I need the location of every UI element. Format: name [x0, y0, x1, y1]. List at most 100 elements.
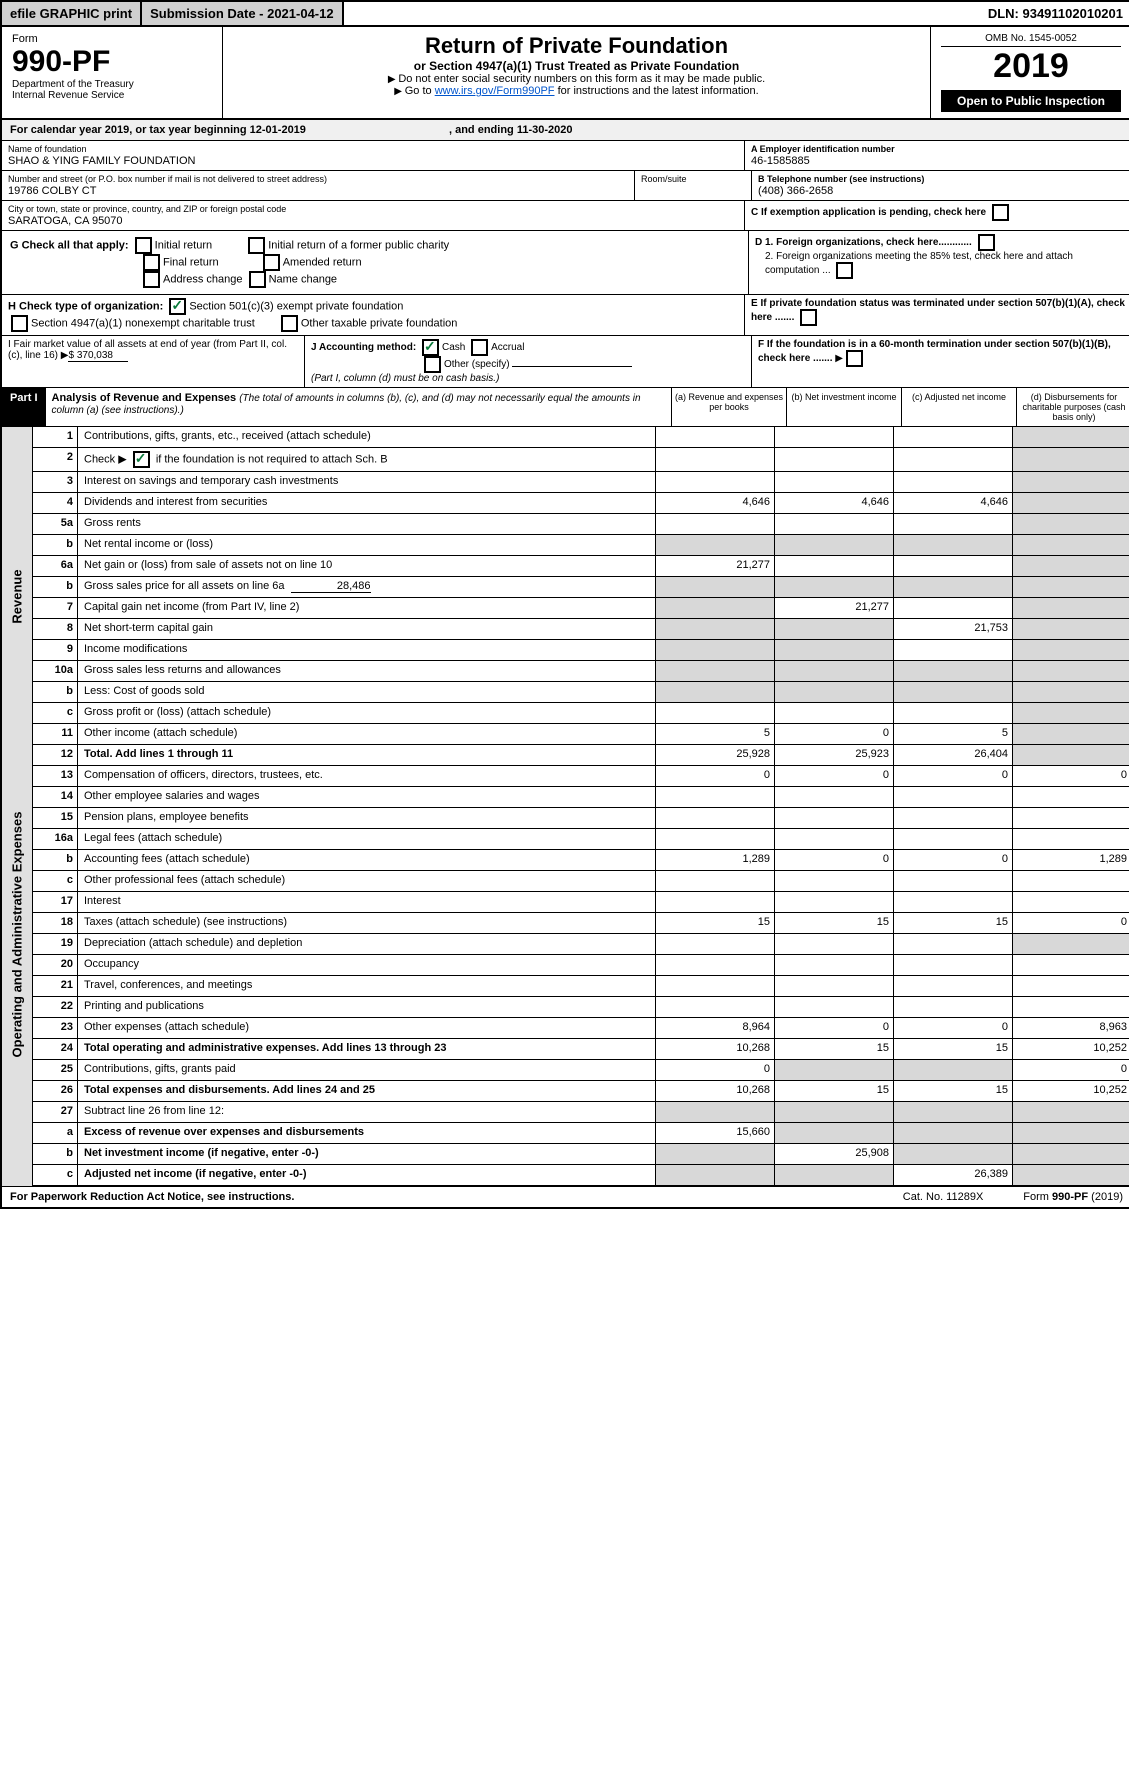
- other-method-checkbox[interactable]: [424, 356, 441, 373]
- amended-return-checkbox[interactable]: [263, 254, 280, 271]
- col-a: [655, 472, 774, 492]
- line-2: 2Check ▶ if the foundation is not requir…: [33, 448, 1129, 472]
- tel-label: B Telephone number (see instructions): [758, 174, 1125, 184]
- f-checkbox[interactable]: [846, 350, 863, 367]
- col-a: 21,277: [655, 556, 774, 576]
- col-d: [1012, 472, 1129, 492]
- form990pf-link[interactable]: www.irs.gov/Form990PF: [435, 85, 555, 97]
- col-d: [1012, 1102, 1129, 1122]
- schb-checkbox[interactable]: [133, 451, 150, 468]
- c-label: C If exemption application is pending, c…: [751, 207, 986, 218]
- d2-checkbox[interactable]: [836, 262, 853, 279]
- line-desc: Adjusted net income (if negative, enter …: [78, 1165, 655, 1185]
- part1-header-row: Part I Analysis of Revenue and Expenses …: [2, 388, 1129, 427]
- line-a: aExcess of revenue over expenses and dis…: [33, 1123, 1129, 1144]
- line-c: cOther professional fees (attach schedul…: [33, 871, 1129, 892]
- col-c: [893, 871, 1012, 891]
- other-taxable-checkbox[interactable]: [281, 315, 298, 332]
- initial-former-label: Initial return of a former public charit…: [268, 239, 449, 251]
- line-desc: Occupancy: [78, 955, 655, 975]
- col-b: [774, 472, 893, 492]
- initial-return-checkbox[interactable]: [135, 237, 152, 254]
- line-num: 24: [33, 1039, 78, 1059]
- address-change-checkbox[interactable]: [143, 271, 160, 288]
- col-c: [893, 934, 1012, 954]
- line-desc: Other expenses (attach schedule): [78, 1018, 655, 1038]
- name-change-checkbox[interactable]: [249, 271, 266, 288]
- line-26: 26Total expenses and disbursements. Add …: [33, 1081, 1129, 1102]
- col-c: [893, 703, 1012, 723]
- efile-print-button[interactable]: efile GRAPHIC print: [2, 2, 142, 25]
- g-d-row: G Check all that apply: Initial return I…: [2, 231, 1129, 295]
- cash-checkbox[interactable]: [422, 339, 439, 356]
- initial-return-label: Initial return: [155, 239, 212, 251]
- line-22: 22Printing and publications: [33, 997, 1129, 1018]
- line-desc: Contributions, gifts, grants, etc., rece…: [78, 427, 655, 447]
- instr2-post: for instructions and the latest informat…: [558, 85, 759, 97]
- line-num: 6a: [33, 556, 78, 576]
- col-c: 15: [893, 1081, 1012, 1101]
- line-desc: Net investment income (if negative, ente…: [78, 1144, 655, 1164]
- col-b: 15: [774, 1039, 893, 1059]
- line-num: b: [33, 850, 78, 870]
- col-a: 1,289: [655, 850, 774, 870]
- col-c: [893, 997, 1012, 1017]
- col-b: 4,646: [774, 493, 893, 513]
- c-checkbox[interactable]: [992, 204, 1009, 221]
- col-b: [774, 448, 893, 471]
- revenue-side-label: Revenue: [2, 427, 33, 766]
- col-d: [1012, 1123, 1129, 1143]
- i-label: I Fair market value of all assets at end…: [8, 339, 287, 361]
- cal-year-end: , and ending 11-30-2020: [449, 124, 573, 136]
- line-num: a: [33, 1123, 78, 1143]
- col-a: [655, 787, 774, 807]
- line-num: 8: [33, 619, 78, 639]
- col-d: [1012, 871, 1129, 891]
- col-c: 26,389: [893, 1165, 1012, 1185]
- dept-treasury: Department of the Treasury: [12, 79, 212, 90]
- line-num: 12: [33, 745, 78, 765]
- col-c: [893, 427, 1012, 447]
- amended-return-label: Amended return: [283, 256, 362, 268]
- col-d: [1012, 427, 1129, 447]
- initial-former-checkbox[interactable]: [248, 237, 265, 254]
- col-b: [774, 871, 893, 891]
- 501c3-checkbox[interactable]: [169, 298, 186, 315]
- col-c: [893, 472, 1012, 492]
- col-b: 21,277: [774, 598, 893, 618]
- ein-label: A Employer identification number: [751, 144, 1125, 154]
- final-return-checkbox[interactable]: [143, 254, 160, 271]
- e-checkbox[interactable]: [800, 309, 817, 326]
- line-num: b: [33, 1144, 78, 1164]
- col-c: [893, 598, 1012, 618]
- other-method-line: [512, 366, 632, 367]
- col-b: 0: [774, 724, 893, 744]
- line-12: 12Total. Add lines 1 through 1125,92825,…: [33, 745, 1129, 766]
- line-desc: Legal fees (attach schedule): [78, 829, 655, 849]
- col-a: [655, 955, 774, 975]
- line-desc: Total expenses and disbursements. Add li…: [78, 1081, 655, 1101]
- address-value: 19786 COLBY CT: [8, 185, 628, 197]
- line-9: 9Income modifications: [33, 640, 1129, 661]
- line-19: 19Depreciation (attach schedule) and dep…: [33, 934, 1129, 955]
- col-a: [655, 934, 774, 954]
- line-8: 8Net short-term capital gain21,753: [33, 619, 1129, 640]
- tel-value: (408) 366-2658: [758, 185, 1125, 197]
- col-d: 0: [1012, 913, 1129, 933]
- col-c: 21,753: [893, 619, 1012, 639]
- accrual-checkbox[interactable]: [471, 339, 488, 356]
- col-b: [774, 892, 893, 912]
- col-c: [893, 1102, 1012, 1122]
- col-c: 0: [893, 766, 1012, 786]
- line-num: 16a: [33, 829, 78, 849]
- j-label: J Accounting method:: [311, 342, 416, 353]
- f-label: F If the foundation is in a 60-month ter…: [758, 339, 1111, 364]
- page-footer: For Paperwork Reduction Act Notice, see …: [2, 1186, 1129, 1207]
- col-a: 0: [655, 766, 774, 786]
- d1-checkbox[interactable]: [978, 234, 995, 251]
- line-desc: Pension plans, employee benefits: [78, 808, 655, 828]
- pra-notice: For Paperwork Reduction Act Notice, see …: [10, 1191, 294, 1203]
- line-num: c: [33, 1165, 78, 1185]
- 4947a1-checkbox[interactable]: [11, 315, 28, 332]
- instruction-1: Do not enter social security numbers on …: [233, 73, 920, 85]
